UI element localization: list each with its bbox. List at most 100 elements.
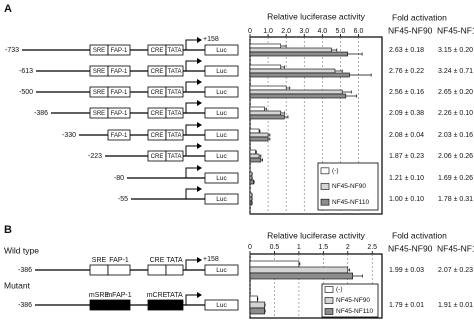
legend-swatch [324,297,334,304]
reporter-label: Luc [216,110,227,117]
construct-label: Mutant [4,280,31,290]
bar [249,106,265,112]
reporter-box [204,107,239,119]
element-box [165,44,184,56]
element-box [165,150,184,162]
arrow-head [197,37,202,43]
element-box [107,65,131,77]
table-cell: 1.87 ± 0.23 [389,153,424,160]
bar [249,136,269,142]
reporter-box [204,129,239,141]
element-box [107,299,131,311]
arrow-head [197,257,202,263]
bar [249,47,332,53]
element-label: FAP-1 [111,133,128,139]
arrow-head [197,165,202,171]
table-cell: 3.24 ± 0.71 [438,68,473,75]
legend-label: NF45-NF110 [332,199,369,206]
bar [249,93,347,99]
tss-arrow [185,124,198,135]
element-label: CRE [151,69,164,75]
table-cell: 2.07 ± 0.23 [438,267,473,274]
legend-label: (-) [332,168,339,175]
x-tick-label: 1 [297,244,301,251]
bar [249,114,285,120]
table-cell: 1.78 ± 0.31 [438,196,473,203]
table-cell: 2.09 ± 0.38 [389,110,424,117]
legend-swatch [320,167,330,175]
element-label: FAP-1 [111,90,128,96]
x-tick-label: 1.0 [263,28,273,35]
bar [249,157,262,163]
bar [249,149,256,155]
reporter-label: Luc [216,47,227,54]
legend-label: NF45-NF90 [332,183,366,190]
element-label: FAP-1 [111,69,128,75]
bar [249,43,282,49]
element-label: CRE [150,257,165,264]
x-tick-label: 1.5 [318,244,328,251]
bar [249,153,260,159]
table-cell: 1.79 ± 0.01 [389,302,424,309]
element-label: FAP-1 [111,111,128,117]
x-tick-label: 5.0 [336,28,346,35]
table-cell: 2.26 ± 0.10 [438,110,473,117]
bar [249,110,282,116]
legend-swatch [320,183,330,190]
bar [249,51,348,57]
table-cell: 2.03 ± 0.16 [438,132,473,139]
element-label: SRE [93,111,105,117]
element-label: CRE [151,111,164,117]
bar [249,85,287,91]
x-tick-label: 3.0 [299,28,309,35]
x-tick-label: 6.0 [354,28,364,35]
element-label: mCRE [147,292,168,299]
x-tick-label: 0 [248,28,252,35]
legend-label: (-) [336,286,343,293]
tss-arrow [185,39,198,50]
bar [249,179,254,185]
reporter-box [204,65,239,77]
bar [249,89,343,95]
promoter-start: -386 [18,302,32,309]
element-box [89,264,109,276]
reporter-label: Luc [216,89,227,96]
element-label: mSRE [89,292,110,299]
construct-label: -80 [114,175,124,182]
bar [249,132,269,138]
reporter-label: Luc [216,68,227,75]
x-tick-label: 2 [346,244,350,251]
table-header: NF45-NF90 [388,25,433,35]
reporter-label: Luc [216,153,227,160]
bar [249,192,253,198]
bar [249,200,253,206]
reporter-box [204,172,239,184]
element-label: TATA [168,111,182,117]
reporter-label: Luc [216,196,227,203]
element-box [165,86,184,98]
element-box [107,264,131,276]
element-box [107,44,131,56]
reporter-box [204,193,239,205]
table-title: Fold activation [392,230,447,240]
bar [249,272,353,280]
bar [249,128,260,134]
arrow-head [197,58,202,64]
legend-swatch [320,198,330,206]
table-header: NF45-NF90 [388,243,433,253]
table-cell: 1.91 ± 0.01 [438,302,473,309]
legend-label: NF45-NF90 [336,297,370,304]
element-label: TATA [168,133,182,139]
table-title: Fold activation [392,12,447,22]
end-label: +158 [203,256,219,263]
legend-swatch [324,308,334,315]
bar [249,64,282,70]
bar [249,196,253,202]
bar [249,260,300,268]
table-cell: 2.56 ± 0.16 [389,89,424,96]
reporter-box [204,86,239,98]
reporter-label: Luc [216,175,227,182]
reporter-box [204,150,239,162]
table-cell: 1.69 ± 0.26 [438,175,473,182]
end-label: +158 [203,36,219,43]
